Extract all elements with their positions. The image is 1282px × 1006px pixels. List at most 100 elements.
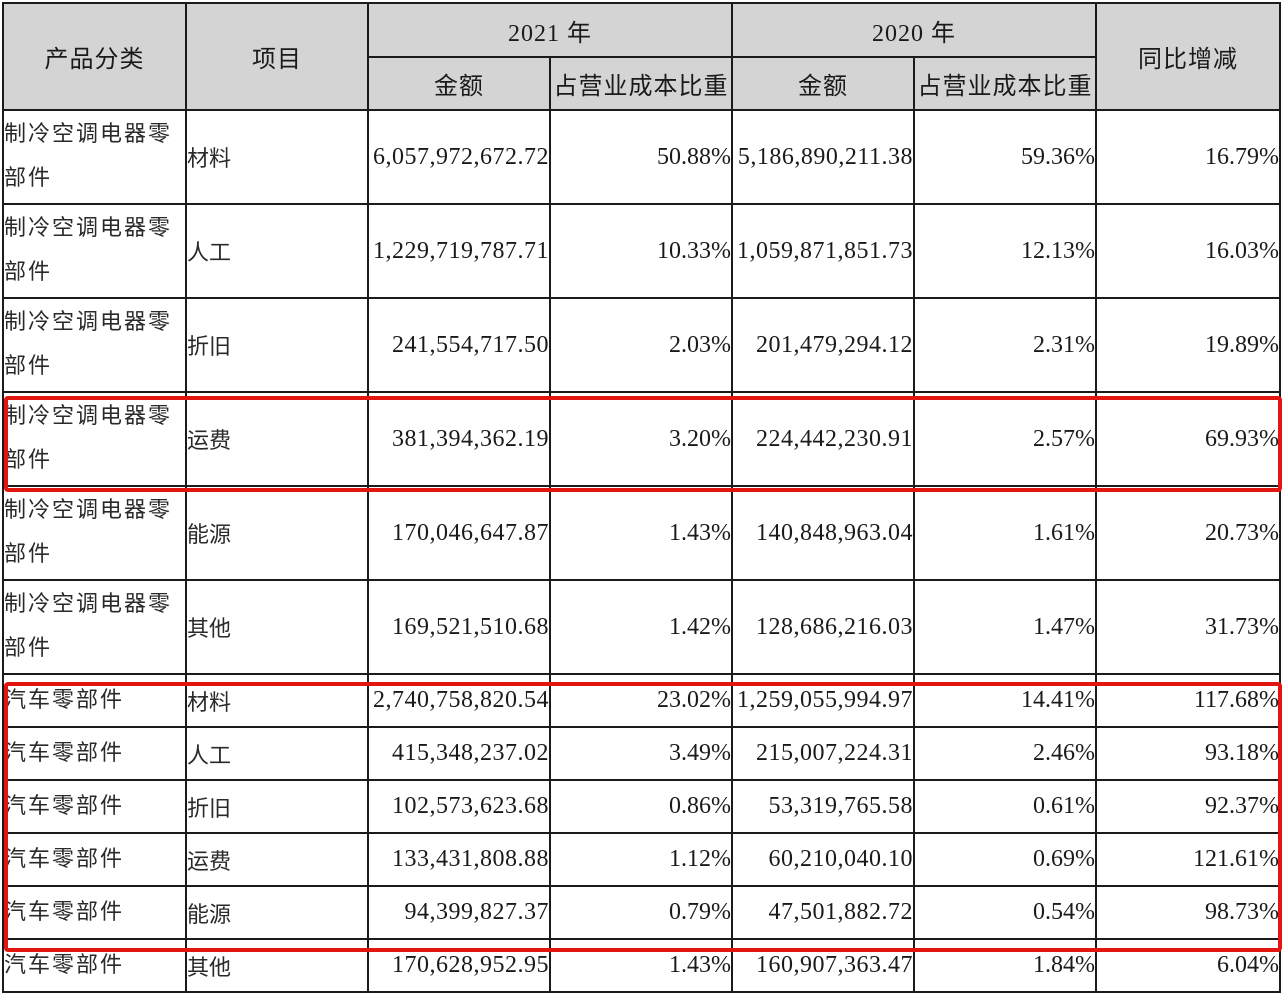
- cell-amount-2020: 160,907,363.47: [731, 938, 915, 993]
- cell-yoy: 31.73%: [1095, 579, 1281, 675]
- cell-ratio-2021: 23.02%: [549, 673, 733, 728]
- cell-amount-2020: 5,186,890,211.38: [731, 109, 915, 205]
- cell-ratio-2021: 1.42%: [549, 579, 733, 675]
- header-item: 项目: [185, 2, 369, 111]
- header-ratio-2021: 占营业成本比重: [549, 56, 733, 111]
- cell-ratio-2020: 1.61%: [913, 485, 1097, 581]
- cell-amount-2021: 169,521,510.68: [367, 579, 551, 675]
- cell-amount-2020: 1,259,055,994.97: [731, 673, 915, 728]
- cell-amount-2021: 1,229,719,787.71: [367, 203, 551, 299]
- cell-amount-2020: 1,059,871,851.73: [731, 203, 915, 299]
- cell-ratio-2020: 0.61%: [913, 779, 1097, 834]
- table-row: 制冷空调电器零部件 运费 381,394,362.19 3.20% 224,44…: [2, 391, 1281, 487]
- table-row: 汽车零部件 折旧 102,573,623.68 0.86% 53,319,765…: [2, 779, 1281, 834]
- table-row: 制冷空调电器零部件 其他 169,521,510.68 1.42% 128,68…: [2, 579, 1281, 675]
- cell-ratio-2021: 3.20%: [549, 391, 733, 487]
- cell-item: 其他: [185, 938, 369, 993]
- header-category: 产品分类: [2, 2, 187, 111]
- cell-amount-2020: 128,686,216.03: [731, 579, 915, 675]
- cell-yoy: 16.79%: [1095, 109, 1281, 205]
- cell-category: 制冷空调电器零部件: [2, 297, 187, 393]
- cell-category: 汽车零部件: [2, 938, 187, 993]
- cell-category: 汽车零部件: [2, 726, 187, 781]
- table-row: 制冷空调电器零部件 人工 1,229,719,787.71 10.33% 1,0…: [2, 203, 1281, 299]
- cell-amount-2021: 2,740,758,820.54: [367, 673, 551, 728]
- cell-ratio-2021: 0.86%: [549, 779, 733, 834]
- cell-ratio-2020: 12.13%: [913, 203, 1097, 299]
- cell-amount-2021: 102,573,623.68: [367, 779, 551, 834]
- cell-ratio-2021: 10.33%: [549, 203, 733, 299]
- cell-amount-2020: 140,848,963.04: [731, 485, 915, 581]
- cell-amount-2021: 6,057,972,672.72: [367, 109, 551, 205]
- cell-item: 材料: [185, 673, 369, 728]
- cell-item: 能源: [185, 885, 369, 940]
- cell-item: 运费: [185, 391, 369, 487]
- cell-ratio-2021: 50.88%: [549, 109, 733, 205]
- cell-ratio-2021: 1.12%: [549, 832, 733, 887]
- cell-ratio-2020: 2.46%: [913, 726, 1097, 781]
- cell-category: 制冷空调电器零部件: [2, 109, 187, 205]
- cell-ratio-2021: 1.43%: [549, 485, 733, 581]
- cell-amount-2021: 415,348,237.02: [367, 726, 551, 781]
- cell-amount-2021: 381,394,362.19: [367, 391, 551, 487]
- header-year-2021: 2021 年: [367, 2, 733, 58]
- cell-category: 制冷空调电器零部件: [2, 485, 187, 581]
- cell-amount-2021: 170,046,647.87: [367, 485, 551, 581]
- cell-category: 制冷空调电器零部件: [2, 579, 187, 675]
- table-row: 汽车零部件 运费 133,431,808.88 1.12% 60,210,040…: [2, 832, 1281, 887]
- header-amount-2021: 金额: [367, 56, 551, 111]
- table-row: 汽车零部件 能源 94,399,827.37 0.79% 47,501,882.…: [2, 885, 1281, 940]
- cell-ratio-2021: 0.79%: [549, 885, 733, 940]
- cell-ratio-2020: 0.54%: [913, 885, 1097, 940]
- cell-item: 人工: [185, 726, 369, 781]
- header-amount-2020: 金额: [731, 56, 915, 111]
- cell-ratio-2020: 14.41%: [913, 673, 1097, 728]
- table-row: 制冷空调电器零部件 材料 6,057,972,672.72 50.88% 5,1…: [2, 109, 1281, 205]
- cell-yoy: 117.68%: [1095, 673, 1281, 728]
- cell-category: 制冷空调电器零部件: [2, 203, 187, 299]
- cell-yoy: 93.18%: [1095, 726, 1281, 781]
- header-ratio-2020: 占营业成本比重: [913, 56, 1097, 111]
- table-row: 汽车零部件 人工 415,348,237.02 3.49% 215,007,22…: [2, 726, 1281, 781]
- cell-category: 汽车零部件: [2, 673, 187, 728]
- cell-amount-2021: 241,554,717.50: [367, 297, 551, 393]
- cell-amount-2020: 215,007,224.31: [731, 726, 915, 781]
- header-yoy: 同比增减: [1095, 2, 1281, 111]
- cell-ratio-2021: 2.03%: [549, 297, 733, 393]
- cell-ratio-2020: 59.36%: [913, 109, 1097, 205]
- cell-amount-2020: 53,319,765.58: [731, 779, 915, 834]
- cell-ratio-2021: 3.49%: [549, 726, 733, 781]
- cell-yoy: 92.37%: [1095, 779, 1281, 834]
- cell-yoy: 6.04%: [1095, 938, 1281, 993]
- table-row: 制冷空调电器零部件 折旧 241,554,717.50 2.03% 201,47…: [2, 297, 1281, 393]
- cell-item: 人工: [185, 203, 369, 299]
- table-row: 制冷空调电器零部件 能源 170,046,647.87 1.43% 140,84…: [2, 485, 1281, 581]
- cell-ratio-2020: 1.47%: [913, 579, 1097, 675]
- cell-yoy: 20.73%: [1095, 485, 1281, 581]
- cell-amount-2020: 201,479,294.12: [731, 297, 915, 393]
- header-year-2020: 2020 年: [731, 2, 1097, 58]
- cell-category: 汽车零部件: [2, 832, 187, 887]
- cell-yoy: 98.73%: [1095, 885, 1281, 940]
- cell-yoy: 19.89%: [1095, 297, 1281, 393]
- cell-item: 折旧: [185, 297, 369, 393]
- cell-amount-2021: 170,628,952.95: [367, 938, 551, 993]
- cell-amount-2020: 60,210,040.10: [731, 832, 915, 887]
- table-row: 汽车零部件 材料 2,740,758,820.54 23.02% 1,259,0…: [2, 673, 1281, 728]
- cell-item: 折旧: [185, 779, 369, 834]
- cell-item: 运费: [185, 832, 369, 887]
- cell-category: 汽车零部件: [2, 885, 187, 940]
- cell-ratio-2020: 0.69%: [913, 832, 1097, 887]
- cell-item: 其他: [185, 579, 369, 675]
- cell-amount-2020: 224,442,230.91: [731, 391, 915, 487]
- cell-amount-2021: 133,431,808.88: [367, 832, 551, 887]
- cell-yoy: 16.03%: [1095, 203, 1281, 299]
- cell-ratio-2021: 1.43%: [549, 938, 733, 993]
- cell-amount-2020: 47,501,882.72: [731, 885, 915, 940]
- cell-amount-2021: 94,399,827.37: [367, 885, 551, 940]
- table-row: 汽车零部件 其他 170,628,952.95 1.43% 160,907,36…: [2, 938, 1281, 993]
- cell-category: 汽车零部件: [2, 779, 187, 834]
- cell-yoy: 69.93%: [1095, 391, 1281, 487]
- cell-ratio-2020: 2.31%: [913, 297, 1097, 393]
